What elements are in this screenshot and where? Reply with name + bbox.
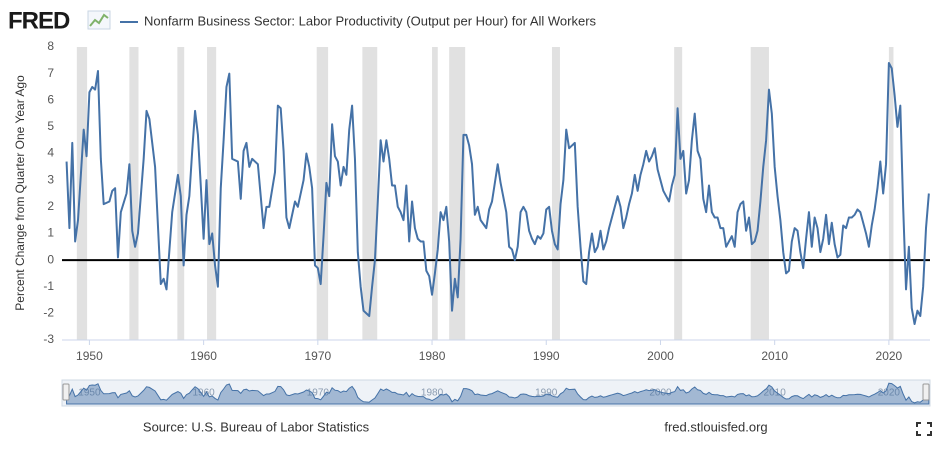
x-tick-label: 1990 <box>533 349 560 363</box>
plot-area: -3 -2 -1 0 1 2 3 4 5 6 7 8 1950 1960 1970 1980 1990 2000 2… <box>43 39 930 363</box>
legend-entry: Nonfarm Business Sector: Labor Productiv… <box>144 13 597 28</box>
navigator-label: 1980 <box>421 388 444 399</box>
site: fred.stlouisfed.org <box>664 419 767 434</box>
source: Source: U.S. Bureau of Labor Statistics <box>143 419 370 434</box>
x-tick-label: 1970 <box>304 349 331 363</box>
y-tick-label: -3 <box>43 332 54 346</box>
navigator-handle[interactable] <box>62 383 70 401</box>
navigator: 1950 1960 1970 1980 1990 2000 2010 2020 <box>61 379 931 407</box>
y-tick-label: 7 <box>47 66 54 80</box>
y-tick-label: 5 <box>47 119 54 133</box>
recession-band <box>674 47 683 340</box>
x-tick-label: 2010 <box>761 349 788 363</box>
recession-band <box>750 47 769 340</box>
navigator-label: 2000 <box>649 388 672 399</box>
navigator-label: 1990 <box>535 388 558 399</box>
navigator-label: 1950 <box>78 388 101 399</box>
x-tick-label: 1960 <box>190 349 217 363</box>
y-tick-label: -2 <box>43 306 54 320</box>
recession-band <box>888 47 894 340</box>
x-tick-label: 2000 <box>647 349 674 363</box>
y-tick-label: 4 <box>47 146 54 160</box>
x-tick-label: 2020 <box>876 349 903 363</box>
navigator-label: 1970 <box>307 388 330 399</box>
recession-band <box>76 47 88 340</box>
navigator-label: 1960 <box>192 388 215 399</box>
y-tick-label: 0 <box>47 252 54 266</box>
series-line <box>65 61 930 326</box>
recession-band <box>362 47 378 340</box>
navigator-area <box>66 382 930 405</box>
y-tick-label: 1 <box>47 226 54 240</box>
x-tick-label: 1980 <box>419 349 446 363</box>
recession-band <box>207 47 217 340</box>
y-axis-label: Percent Change from Quarter One Year Ago <box>13 75 27 311</box>
navigator-label: 2020 <box>878 388 901 399</box>
recession-band <box>129 47 139 340</box>
y-tick-label: -1 <box>43 279 54 293</box>
y-tick-label: 6 <box>47 92 54 106</box>
logo-icon <box>87 10 111 30</box>
recession-band <box>551 47 560 340</box>
y-tick-label: 8 <box>47 39 54 53</box>
fullscreen-icon[interactable] <box>916 422 932 436</box>
recession-band <box>432 47 438 340</box>
x-tick-label: 1950 <box>76 349 103 363</box>
logo: FRED <box>8 7 70 34</box>
navigator-handle[interactable] <box>922 383 930 401</box>
navigator-label: 2010 <box>764 388 787 399</box>
recession-band <box>316 47 329 340</box>
y-tick-label: 3 <box>47 172 54 186</box>
recession-band <box>449 47 466 340</box>
y-tick-label: 2 <box>47 199 54 213</box>
